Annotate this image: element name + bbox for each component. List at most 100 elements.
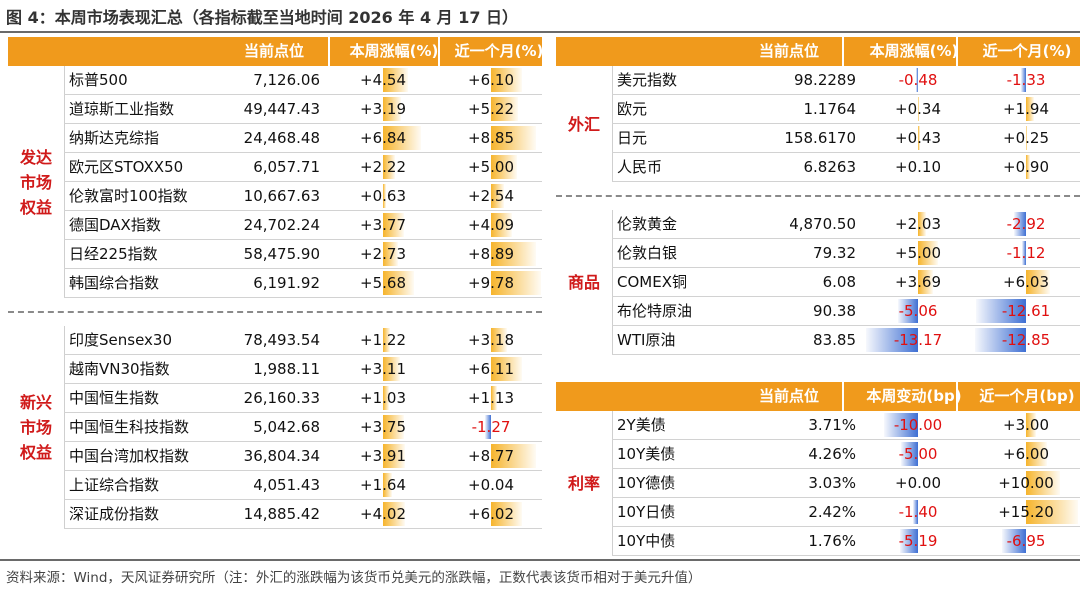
header-separator (842, 37, 844, 66)
header-cell: 当前点位 (243, 42, 304, 60)
weekly-change-cell: +0.10 (866, 153, 970, 181)
instrument-name: 日经225指数 (64, 240, 214, 268)
weekly-change-value: +0.63 (360, 187, 406, 205)
instrument-name: 印度Sensex30 (64, 326, 214, 354)
header-separator (438, 37, 440, 66)
weekly-change-bar (383, 415, 404, 439)
current-level: 4,051.43 (253, 476, 320, 494)
weekly-change-cell: +2.03 (866, 210, 970, 238)
table-row: 日经225指数 58,475.90 +2.73 +8.89 (64, 240, 542, 269)
weekly-change-bar (918, 212, 926, 236)
monthly-change-value: -1.27 (471, 418, 511, 436)
weekly-change-cell: +3.77 (328, 211, 438, 239)
monthly-change-cell: +6.11 (440, 355, 542, 383)
current-level: 90.38 (813, 302, 856, 320)
weekly-change-bar (383, 386, 389, 410)
weekly-change-bar (383, 155, 396, 179)
weekly-change-bar (918, 241, 938, 265)
table-row: 2Y美债 3.71% -10.00 +3.00 (612, 411, 1080, 440)
table-row: 印度Sensex30 78,493.54 +1.22 +3.18 (64, 326, 542, 355)
current-level: 2.42% (808, 503, 856, 521)
current-level: 7,126.06 (253, 71, 320, 89)
fx-commodity-table: 当前点位 本周涨幅(%) 近一个月(%) 美元指数 98.2289 -0.48 -1.33 欧… (556, 37, 1080, 355)
monthly-change-value: +2.54 (468, 187, 514, 205)
weekly-change-bar (383, 357, 401, 381)
instrument-name: 中国台湾加权指数 (64, 442, 214, 470)
weekly-change-value: +3.91 (360, 447, 406, 465)
table-row: 欧元区STOXX50 6,057.71 +2.22 +5.00 (64, 153, 542, 182)
weekly-change-bar (900, 442, 918, 466)
table-row: 标普500 7,126.06 +4.54 +6.10 (64, 66, 542, 95)
weekly-change-cell: +3.69 (866, 268, 970, 296)
weekly-change-cell: +6.84 (328, 124, 438, 152)
weekly-change-cell: +0.63 (328, 182, 438, 210)
monthly-change-cell: -1.12 (974, 239, 1078, 267)
table-row: 深证成份指数 14,885.42 +4.02 +6.02 (64, 500, 542, 529)
weekly-change-value: +3.69 (895, 273, 941, 291)
weekly-change-value: +0.34 (895, 100, 941, 118)
monthly-change-bar (1026, 471, 1061, 495)
monthly-change-bar (1026, 270, 1050, 294)
current-level: 158.6170 (784, 129, 856, 147)
instrument-name: 10Y美债 (612, 440, 732, 468)
table-header: 当前点位 本周涨幅(%) 近一个月(%) (8, 37, 543, 66)
monthly-change-bar (1014, 212, 1026, 236)
instrument-name: 美元指数 (612, 66, 732, 94)
current-level: 1.76% (808, 532, 856, 550)
weekly-change-bar (383, 328, 390, 352)
monthly-change-cell: -1.27 (440, 413, 542, 441)
weekly-change-value: +1.22 (360, 331, 406, 349)
figure-title: 图 4：本周市场表现汇总（各指标截至当地时间 2026 年 4 月 17 日） (6, 8, 519, 27)
instrument-name: 人民币 (612, 153, 732, 181)
monthly-change-cell: -2.92 (974, 210, 1078, 238)
weekly-change-cell: +1.64 (328, 471, 438, 499)
header-cell: 近一个月(%) (982, 42, 1072, 60)
monthly-change-bar (491, 184, 504, 208)
weekly-change-value: -10.00 (893, 416, 943, 434)
current-level: 58,475.90 (243, 245, 320, 263)
monthly-change-cell: +5.22 (440, 95, 542, 123)
monthly-change-value: +1.94 (1003, 100, 1049, 118)
current-level: 98.2289 (793, 71, 856, 89)
header-cell: 本周涨幅(%) (869, 42, 959, 60)
instrument-name: 10Y中债 (612, 527, 732, 555)
header-cell: 当前点位 (758, 42, 819, 60)
monthly-change-value: +1.13 (468, 389, 514, 407)
monthly-change-value: +0.25 (1003, 129, 1049, 147)
weekly-change-cell: +3.19 (328, 95, 438, 123)
weekly-change-cell: +3.75 (328, 413, 438, 441)
instrument-name: 10Y德债 (612, 469, 732, 497)
monthly-change-value: -1.12 (1006, 244, 1046, 262)
current-level: 26,160.33 (243, 389, 320, 407)
table-row: 中国台湾加权指数 36,804.34 +3.91 +8.77 (64, 442, 542, 471)
instrument-name: 伦敦白银 (612, 239, 732, 267)
monthly-change-cell: +8.85 (440, 124, 542, 152)
table-row: COMEX铜 6.08 +3.69 +6.03 (612, 268, 1080, 297)
monthly-change-value: +4.09 (468, 216, 514, 234)
current-level: 78,493.54 (243, 331, 320, 349)
weekly-change-bar (918, 97, 920, 121)
table-row: 韩国综合指数 6,191.92 +5.68 +9.78 (64, 269, 542, 298)
monthly-change-bar (491, 271, 541, 295)
monthly-change-bar (484, 415, 491, 439)
weekly-change-bar (383, 213, 404, 237)
current-level: 79.32 (813, 244, 856, 262)
weekly-change-cell: +5.00 (866, 239, 970, 267)
table-row: 布伦特原油 90.38 -5.06 -12.61 (612, 297, 1080, 326)
header-separator (328, 37, 330, 66)
monthly-change-bar (491, 444, 536, 468)
current-level: 83.85 (813, 331, 856, 349)
instrument-name: 上证综合指数 (64, 471, 214, 499)
weekly-change-cell: +2.22 (328, 153, 438, 181)
weekly-change-bar (383, 97, 401, 121)
monthly-change-value: +6.03 (1003, 273, 1049, 291)
weekly-change-cell: +4.54 (328, 66, 438, 94)
table-row: 中国恒生科技指数 5,042.68 +3.75 -1.27 (64, 413, 542, 442)
monthly-change-value: -2.92 (1006, 215, 1046, 233)
weekly-change-value: -5.06 (898, 302, 938, 320)
current-level: 36,804.34 (243, 447, 320, 465)
weekly-change-value: +2.22 (360, 158, 406, 176)
monthly-change-cell: +6.03 (974, 268, 1078, 296)
current-level: 4,870.50 (789, 215, 856, 233)
monthly-change-cell: +10.00 (974, 469, 1078, 497)
